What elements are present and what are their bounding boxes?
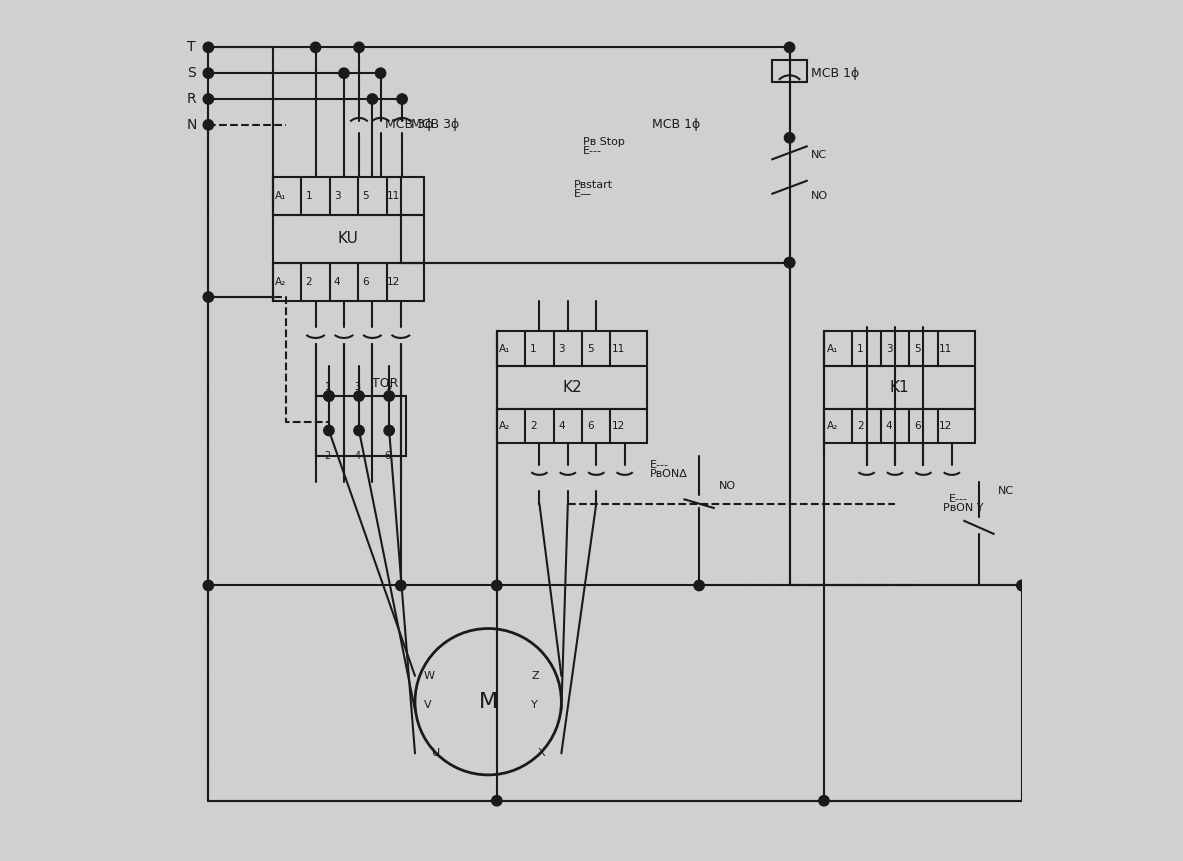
Circle shape (203, 120, 213, 130)
Circle shape (203, 42, 213, 53)
Text: 4: 4 (886, 421, 892, 431)
Text: 5: 5 (384, 382, 392, 393)
Text: K1: K1 (890, 380, 909, 395)
Text: 6: 6 (914, 421, 920, 431)
Text: MCB 1ϕ: MCB 1ϕ (652, 118, 700, 132)
Text: 6: 6 (362, 277, 369, 287)
Text: KU: KU (338, 232, 358, 246)
Text: 11: 11 (939, 344, 952, 354)
Circle shape (324, 391, 334, 401)
Circle shape (397, 94, 407, 104)
Text: MCB 1ϕ: MCB 1ϕ (812, 66, 859, 80)
Text: 3: 3 (334, 191, 341, 201)
Circle shape (203, 580, 213, 591)
Bar (772, 60, 807, 82)
Text: Pʙ Stop: Pʙ Stop (583, 137, 625, 147)
Text: MCB 3ϕ: MCB 3ϕ (411, 118, 459, 132)
Text: K2: K2 (562, 380, 582, 395)
Circle shape (354, 391, 364, 401)
Text: A₂: A₂ (499, 421, 511, 431)
Circle shape (324, 391, 334, 401)
Text: PʙONΔ: PʙONΔ (649, 468, 689, 479)
Text: 2: 2 (858, 421, 864, 431)
Circle shape (784, 133, 795, 143)
Text: 5: 5 (362, 191, 369, 201)
Text: 2: 2 (324, 451, 331, 461)
Text: TOR: TOR (371, 376, 399, 390)
Circle shape (784, 42, 795, 53)
Circle shape (784, 257, 795, 268)
Circle shape (203, 68, 213, 78)
Circle shape (375, 68, 386, 78)
Circle shape (694, 580, 704, 591)
Text: 1: 1 (530, 344, 537, 354)
Circle shape (203, 292, 213, 302)
Circle shape (367, 94, 377, 104)
Text: A₂: A₂ (827, 421, 838, 431)
Circle shape (492, 580, 502, 591)
Text: 1: 1 (858, 344, 864, 354)
Text: 1: 1 (305, 191, 312, 201)
Text: 3: 3 (355, 382, 361, 393)
Text: 5: 5 (914, 344, 920, 354)
Text: 11: 11 (612, 344, 626, 354)
Text: A₁: A₁ (274, 191, 286, 201)
Text: 12: 12 (612, 421, 626, 431)
Circle shape (354, 42, 364, 53)
Text: 11: 11 (387, 191, 401, 201)
Circle shape (384, 391, 394, 401)
Text: 12: 12 (939, 421, 952, 431)
Circle shape (784, 257, 795, 268)
Circle shape (395, 580, 406, 591)
Text: E---: E--- (949, 494, 968, 505)
Bar (316, 396, 407, 456)
Circle shape (354, 425, 364, 436)
Circle shape (338, 68, 349, 78)
Text: 1: 1 (324, 382, 331, 393)
Text: E---: E--- (583, 146, 602, 156)
Text: A₂: A₂ (274, 277, 286, 287)
Text: 6: 6 (384, 451, 392, 461)
Text: 2: 2 (305, 277, 312, 287)
Circle shape (384, 425, 394, 436)
Text: 4: 4 (334, 277, 341, 287)
Circle shape (492, 796, 502, 806)
Circle shape (819, 796, 829, 806)
Text: N: N (187, 118, 198, 132)
Text: Z: Z (531, 671, 538, 681)
Text: PʙON Y: PʙON Y (943, 503, 983, 513)
Text: MCB 3ϕ: MCB 3ϕ (384, 118, 433, 132)
Circle shape (310, 42, 321, 53)
Text: NO: NO (812, 191, 828, 201)
Text: NO: NO (719, 481, 736, 492)
Text: T: T (187, 40, 195, 54)
Text: 3: 3 (558, 344, 565, 354)
Text: 4: 4 (355, 451, 361, 461)
Text: Y: Y (531, 700, 538, 710)
Circle shape (203, 94, 213, 104)
Circle shape (1017, 580, 1027, 591)
Text: 2: 2 (530, 421, 537, 431)
Text: S: S (187, 66, 195, 80)
Circle shape (324, 425, 334, 436)
Text: NC: NC (998, 486, 1014, 496)
Text: W: W (424, 671, 434, 681)
Text: R: R (187, 92, 196, 106)
Text: E---: E--- (649, 460, 670, 470)
Text: V: V (424, 700, 432, 710)
Text: 6: 6 (587, 421, 594, 431)
Text: A₁: A₁ (499, 344, 511, 354)
Text: M: M (479, 691, 498, 712)
Circle shape (1017, 580, 1027, 591)
Text: 4: 4 (558, 421, 565, 431)
Text: A₁: A₁ (827, 344, 838, 354)
Text: NC: NC (812, 150, 827, 160)
Text: 3: 3 (886, 344, 892, 354)
Text: X: X (537, 748, 545, 758)
Text: Pʙstart: Pʙstart (574, 180, 614, 190)
Text: U: U (432, 748, 440, 758)
Text: 5: 5 (587, 344, 594, 354)
Text: E—: E— (574, 189, 593, 199)
Text: 12: 12 (387, 277, 401, 287)
